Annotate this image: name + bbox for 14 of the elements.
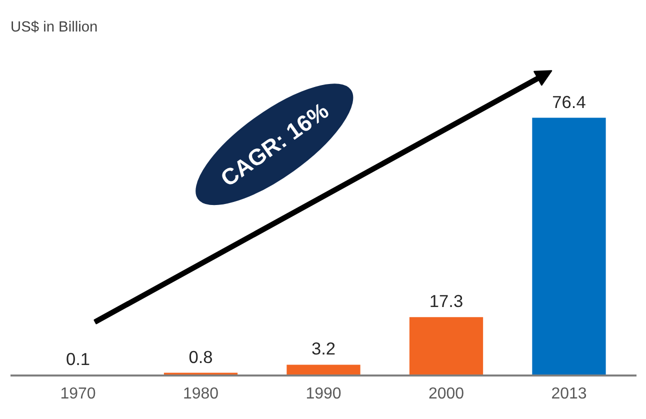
data-label: 17.3: [429, 291, 464, 312]
x-tick-label: 2013: [551, 386, 587, 402]
text: US$ in Billion: [10, 20, 98, 36]
bar: [286, 364, 360, 376]
x-tick-label: 1990: [306, 386, 342, 402]
bar: [532, 118, 606, 376]
data-label: 0.8: [188, 346, 213, 367]
x-tick-label: 1970: [60, 386, 96, 402]
data-label: 3.2: [311, 338, 336, 359]
bar: [409, 317, 484, 376]
x-tick-label: 2000: [428, 386, 464, 402]
x-tick-label: 1980: [182, 386, 219, 402]
data-label: 76.4: [552, 92, 586, 112]
data-label: 0.1: [66, 349, 90, 370]
